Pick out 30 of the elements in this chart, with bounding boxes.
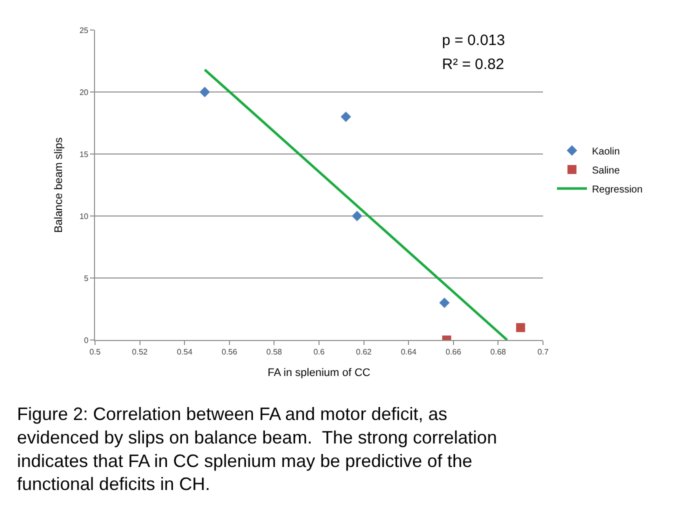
x-tick-label: 0.62 <box>356 348 372 357</box>
y-tick-label: 15 <box>79 150 89 159</box>
y-axis-title: Balance beam slips <box>53 136 66 233</box>
x-axis-title: FA in splenium of CC <box>268 366 370 379</box>
x-tick-label: 0.64 <box>400 348 417 357</box>
y-tick-label: 5 <box>84 274 89 283</box>
x-tick-label: 0.54 <box>176 348 193 357</box>
x-tick-label: 0.5 <box>89 348 102 357</box>
point <box>340 112 352 122</box>
annotation: R² = 0.82 <box>442 56 504 73</box>
y-tick-label: 25 <box>79 26 89 35</box>
x-tick-label: 0.7 <box>537 348 550 357</box>
annotation: p = 0.013 <box>442 32 505 49</box>
point <box>352 210 362 222</box>
x-tick-label: 0.6 <box>313 348 326 357</box>
legend-label: Regression <box>592 184 643 196</box>
x-tick-label: 0.56 <box>222 348 238 357</box>
point <box>439 298 450 308</box>
x-tick-label: 0.68 <box>490 348 507 357</box>
point <box>200 86 210 98</box>
x-tick-label: 0.52 <box>132 348 148 357</box>
x-tick-label: 0.58 <box>266 348 283 357</box>
point <box>516 323 526 332</box>
x-tick-label: 0.66 <box>446 348 462 357</box>
y-tick-label: 0 <box>84 336 89 345</box>
legend-label: Kaolin <box>592 146 620 158</box>
legend-label: Saline <box>592 165 620 176</box>
caption: Figure 2: Correlation between FA and motor deficit, as evidenced by slips on balance beam. The strong correlation indicates that FA in CC splenium may be predictive of the functional deficits in CH. <box>17 404 497 494</box>
y-tick-label: 10 <box>79 212 89 221</box>
y-tick-label: 20 <box>79 88 89 97</box>
